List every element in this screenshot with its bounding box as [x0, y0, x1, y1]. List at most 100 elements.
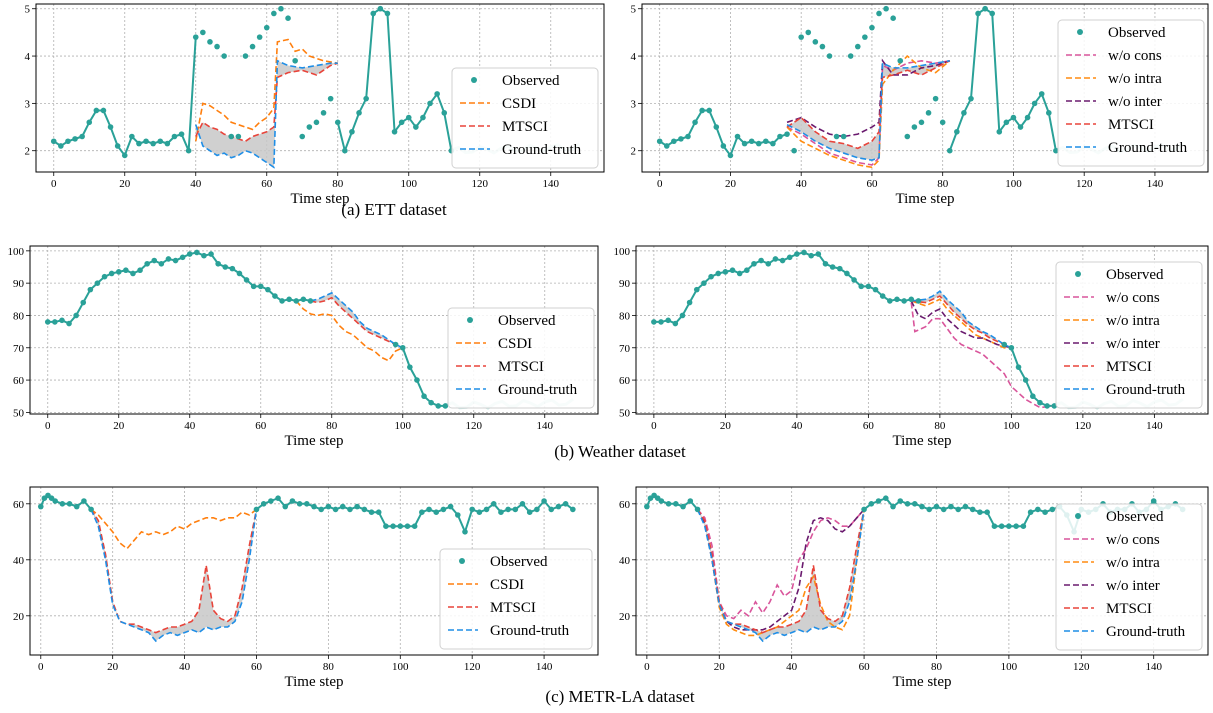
observed-point: [954, 128, 960, 135]
series-line-mtsci: [195, 62, 339, 143]
legend-label: w/o cons: [1108, 48, 1162, 64]
observed-point: [498, 509, 504, 515]
y-tick-label: 90: [619, 278, 631, 290]
observed-point: [1046, 110, 1052, 116]
axes-frame: [641, 3, 1209, 173]
observed-point: [680, 503, 686, 510]
observed-point: [215, 260, 221, 267]
chart-panel-weather-left: 0 20 40 60 80 100 120 140 50 60 70 80 90 100 Time step…: [8, 245, 599, 449]
observed-point: [548, 506, 555, 513]
observed-point: [977, 509, 983, 515]
x-tick-label: 60: [866, 178, 878, 190]
legend-marker-observed: [1077, 29, 1083, 35]
observed-point: [526, 509, 533, 515]
observed-point: [293, 298, 300, 304]
axes-frame: [635, 486, 1209, 656]
observed-point: [904, 501, 911, 507]
observed-point: [915, 298, 922, 304]
observed-point: [268, 498, 274, 504]
observed-point: [483, 506, 490, 513]
observed-point: [882, 495, 889, 502]
observed-point: [975, 10, 981, 17]
observed-point: [37, 503, 44, 510]
observed-point: [52, 319, 58, 325]
legend-label: Observed: [502, 73, 560, 89]
x-axis-label: Time step: [284, 433, 343, 449]
x-tick-label: 140: [1147, 178, 1164, 190]
legend-label: CSDI: [498, 336, 532, 352]
series-line-ground-truth: [90, 509, 258, 643]
observed-point: [939, 119, 946, 126]
observed-point: [441, 110, 448, 116]
observed-point: [933, 503, 940, 510]
uncertainty-band: [310, 292, 403, 348]
observed-point: [208, 251, 214, 257]
y-tick-label: 100: [614, 246, 631, 258]
observed-point: [383, 523, 389, 529]
observed-point: [151, 257, 158, 264]
series-line-csdi: [194, 38, 338, 142]
y-tick-label: 3: [25, 98, 31, 110]
x-tick-label: 60: [251, 661, 263, 673]
x-tick-label: 120: [1076, 178, 1093, 190]
observed-point: [427, 100, 433, 107]
observed-point: [136, 140, 142, 147]
observed-point: [883, 5, 889, 12]
observed-point: [665, 501, 672, 507]
observed-point: [872, 286, 879, 293]
x-tick-label: 120: [466, 420, 483, 432]
series-line-wo-cons: [696, 508, 865, 620]
y-tick-label: 50: [13, 407, 25, 419]
x-tick-label: 0: [51, 178, 57, 190]
observed-point: [282, 503, 289, 510]
observed-point: [201, 252, 207, 259]
observed-point: [989, 10, 996, 17]
observed-point: [722, 269, 729, 275]
legend-label: MTSCI: [490, 600, 536, 616]
observed-point: [894, 296, 900, 303]
observed-point: [729, 267, 736, 274]
observed-point: [926, 506, 933, 513]
observed-point: [44, 319, 51, 325]
y-tick-label: 70: [13, 343, 25, 355]
observed-point: [694, 506, 701, 513]
observed-point: [829, 264, 836, 270]
observed-point: [435, 403, 442, 409]
observed-point: [1015, 364, 1022, 370]
observed-point: [672, 320, 679, 327]
observed-point: [121, 152, 128, 159]
observed-point: [1008, 344, 1015, 351]
observed-point: [879, 293, 886, 299]
x-tick-label: 100: [1001, 661, 1018, 673]
observed-point: [897, 498, 904, 504]
observed-point: [88, 506, 94, 513]
observed-point: [777, 133, 783, 140]
observed-point: [720, 143, 727, 149]
observed-point: [847, 53, 854, 59]
observed-point: [407, 364, 413, 370]
observed-point: [904, 133, 911, 140]
observed-point: [1037, 399, 1043, 406]
x-tick-label: 0: [651, 420, 657, 432]
observed-point: [420, 114, 426, 121]
x-tick-label: 80: [931, 661, 943, 673]
legend-label: Ground-truth: [1106, 624, 1186, 640]
observed-point: [833, 133, 840, 140]
y-tick-label: 4: [25, 51, 31, 63]
legend-label: Ground-truth: [1106, 382, 1186, 398]
x-tick-label: 140: [536, 661, 553, 673]
observed-point: [693, 286, 700, 293]
observed-point: [1003, 119, 1010, 126]
observed-point: [257, 283, 264, 290]
observed-point: [969, 506, 976, 513]
x-axis-label: Time step: [892, 674, 951, 690]
observed-point: [741, 140, 748, 147]
observed-point: [805, 29, 812, 36]
legend-label: Ground-truth: [498, 382, 578, 398]
observed-point: [377, 5, 384, 12]
x-tick-label: 0: [45, 420, 51, 432]
observed-point: [192, 34, 199, 40]
legend-label: w/o inter: [1108, 94, 1162, 110]
observed-point: [961, 110, 967, 116]
observed-point: [313, 119, 320, 126]
